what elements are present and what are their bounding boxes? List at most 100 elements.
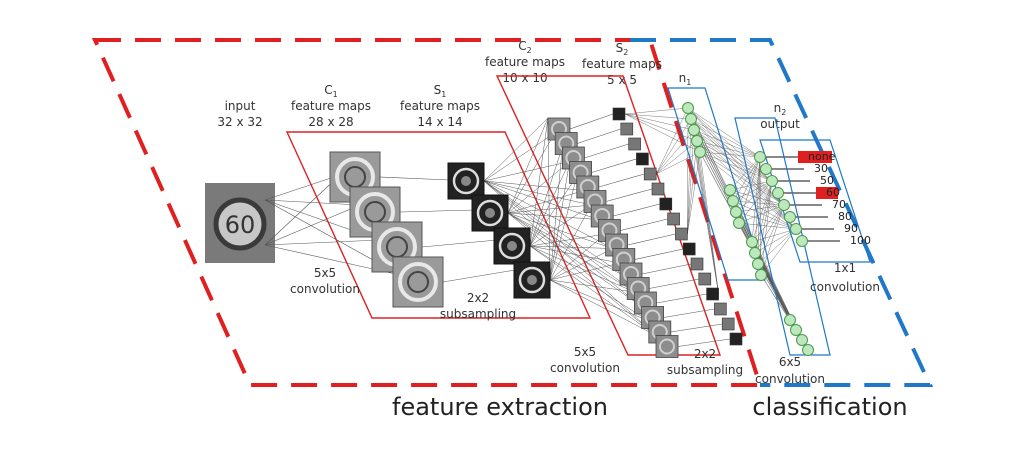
connection-line (690, 118, 773, 182)
conv4-label: convolution (810, 280, 880, 294)
connection-line (529, 245, 635, 293)
c2-feature-maps (547, 117, 679, 358)
connection-line (549, 279, 635, 293)
neuron (790, 324, 802, 336)
s1-title: S1 (434, 83, 447, 99)
connection-line (442, 269, 516, 283)
connection-line (264, 204, 361, 246)
connection-line (507, 212, 599, 220)
connection-line (656, 118, 692, 175)
s1-map-ring (518, 266, 546, 294)
s2-map (682, 242, 696, 256)
s2-map (667, 212, 680, 226)
s2-map (659, 197, 673, 211)
c1-map (392, 256, 444, 308)
s2-map (721, 317, 735, 331)
connection-line (699, 151, 719, 295)
connection-line (699, 151, 797, 230)
sub2-label: subsampling (667, 363, 743, 377)
connection-line (760, 204, 785, 276)
s2-map (620, 122, 634, 136)
connection-line (577, 128, 621, 144)
connection-line (757, 204, 785, 265)
s1-map-dot (527, 275, 537, 285)
connection-line (738, 222, 797, 230)
neuron (691, 135, 703, 147)
neuron (724, 184, 736, 196)
s2-map (706, 287, 719, 301)
neuron (749, 247, 761, 259)
connection-line (656, 107, 689, 175)
s1-map-ring (498, 232, 526, 260)
output-label: 70 (832, 198, 846, 211)
output-highlight (816, 187, 838, 199)
connection-line (483, 180, 657, 336)
c1-title: C1 (324, 83, 337, 99)
connection-line (757, 156, 761, 265)
connection-line (529, 204, 592, 247)
s1-map (447, 162, 485, 200)
c1-size: 28 x 28 (308, 115, 353, 129)
connection-line (757, 228, 797, 265)
connection-line (696, 140, 761, 158)
connection-line (483, 180, 635, 293)
neuron (755, 269, 767, 281)
connection-line (529, 245, 613, 249)
conv2-size: 5x5 (574, 345, 596, 359)
connection-line (507, 117, 549, 214)
s1-map-ring (476, 199, 504, 227)
s2-name: feature maps (582, 57, 662, 71)
connection-line (624, 113, 692, 120)
connection-line (605, 188, 653, 202)
neuron (752, 258, 764, 270)
speed-sign-text: 60 (225, 211, 256, 239)
connection-line (735, 156, 761, 213)
connection-line (687, 118, 692, 235)
s1-map-ring (452, 167, 480, 195)
neuron (784, 211, 796, 223)
connection-line (507, 204, 592, 214)
output-label: 100 (850, 234, 871, 247)
connection-line (264, 174, 341, 201)
connection-line (483, 117, 549, 182)
output-label: 50 (820, 174, 834, 187)
s1-map-dot (507, 241, 517, 251)
connection-line (693, 129, 797, 230)
connection-line (529, 146, 563, 247)
s2-map (729, 332, 743, 346)
connection-line (584, 143, 629, 159)
neuron (727, 195, 739, 207)
connection-line (687, 107, 797, 230)
s1-map (513, 261, 551, 299)
connection-line (529, 233, 606, 247)
connection-line (687, 140, 698, 235)
c1-feature-maps (329, 151, 444, 308)
n1-outline (667, 87, 766, 281)
c2-name: feature maps (485, 55, 565, 69)
s2-feature-maps (612, 107, 743, 346)
connection-line (751, 204, 785, 243)
neurons (682, 102, 814, 356)
output-label: 80 (838, 210, 852, 223)
connection-line (754, 204, 785, 254)
connection-line (729, 189, 797, 230)
connection-line (696, 140, 785, 206)
connection-line (507, 132, 556, 214)
conv2-label: convolution (550, 361, 620, 375)
feature-extraction-frame (91, 38, 763, 387)
connection-line (687, 107, 689, 235)
connection-line (729, 189, 785, 206)
connection-line (627, 233, 676, 246)
connection-line (760, 180, 773, 276)
connection-line (624, 113, 698, 142)
connection-line (690, 118, 785, 206)
connection-line (690, 118, 761, 158)
connection-line (693, 129, 761, 158)
connection-line (757, 180, 773, 265)
neuron (778, 199, 790, 211)
connection-line (507, 212, 635, 293)
conv3-label: convolution (755, 372, 825, 386)
neuron (760, 163, 772, 175)
neuron (733, 217, 745, 229)
